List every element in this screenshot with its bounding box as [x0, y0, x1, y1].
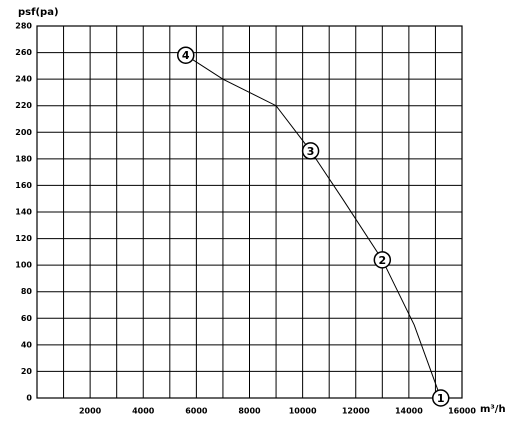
y-axis-label: psf(pa) [18, 7, 59, 18]
point-label: 3 [307, 145, 315, 158]
x-tick-label: 10000 [289, 407, 317, 416]
y-tick-label: 40 [21, 340, 33, 349]
point-label: 1 [437, 392, 445, 405]
point-marker [177, 46, 195, 64]
y-tick-label: 280 [15, 22, 32, 31]
y-tick-label: 220 [15, 101, 32, 110]
y-tick-label: 140 [15, 208, 32, 217]
y-tick-label: 20 [21, 367, 33, 376]
curve [185, 54, 442, 399]
x-tick-label: 14000 [395, 407, 423, 416]
y-tick-label: 160 [15, 181, 32, 190]
x-tick-label: 8000 [238, 407, 261, 416]
x-tick-label: 6000 [185, 407, 208, 416]
y-tick-label: 0 [26, 394, 32, 403]
y-tick-label: 180 [15, 154, 32, 163]
x-tick-label: 2000 [79, 407, 102, 416]
x-tick-label: 12000 [342, 407, 370, 416]
point-marker [301, 142, 320, 160]
y-tick-label: 100 [15, 261, 32, 270]
y-tick-label: 260 [15, 48, 32, 57]
x-tick-label: 16000 [448, 407, 476, 416]
y-tick-label: 120 [15, 234, 32, 243]
point-marker [373, 251, 392, 269]
point-marker [432, 389, 450, 407]
y-tick-label: 200 [15, 128, 32, 137]
y-tick-label: 80 [21, 287, 33, 296]
x-axis-label: m³/h [480, 404, 506, 415]
y-tick-label: 60 [21, 314, 33, 323]
point-label: 2 [378, 254, 386, 267]
x-tick-label: 4000 [132, 407, 155, 416]
y-tick-label: 240 [15, 75, 32, 84]
point-label: 4 [182, 49, 190, 62]
